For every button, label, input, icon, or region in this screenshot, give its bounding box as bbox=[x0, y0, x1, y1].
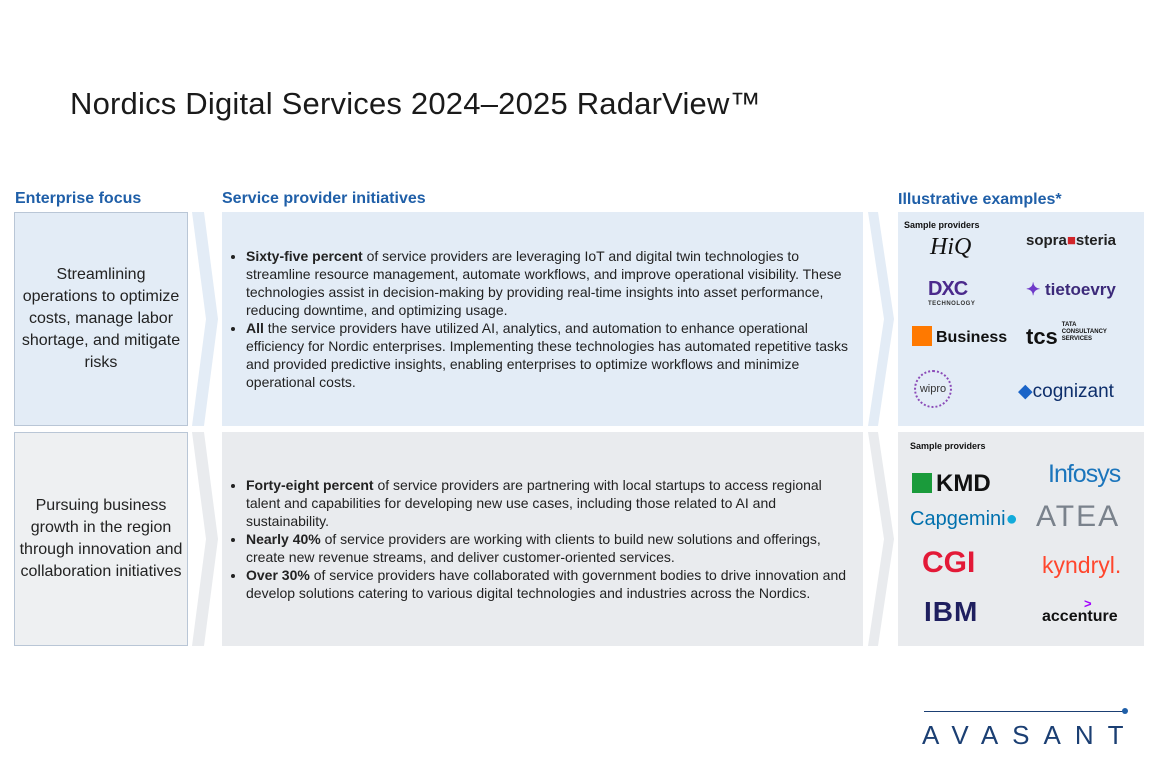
sample-providers-label: Sample providers bbox=[904, 220, 980, 230]
list-item: Over 30% of service providers have colla… bbox=[246, 566, 855, 602]
examples-box-2: Sample providers KMD Infosys Capgemini● … bbox=[898, 432, 1144, 646]
initiatives-box-2: Forty-eight percent of service providers… bbox=[222, 432, 863, 646]
chevron-arrow-icon bbox=[192, 432, 218, 646]
illustrative-examples-header: Illustrative examples* bbox=[898, 191, 1062, 208]
chevron-arrow-icon bbox=[192, 212, 218, 426]
wipro-logo: wipro bbox=[914, 370, 952, 408]
sopra-steria-logo: sopra■steria bbox=[1026, 232, 1116, 249]
orange-business-logo: Business bbox=[912, 326, 1007, 347]
footer-line bbox=[924, 711, 1124, 712]
ibm-logo: IBM bbox=[924, 596, 979, 627]
dxc-logo: DXC TECHNOLOGY bbox=[928, 278, 976, 307]
kyndryl-logo: kyndryl. bbox=[1042, 552, 1122, 578]
atea-logo: ATEA bbox=[1036, 500, 1121, 533]
tietoevry-logo: ✦ tietoevry bbox=[1026, 280, 1116, 299]
tcs-logo: tcs TATA CONSULTANCY SERVICES bbox=[1026, 322, 1107, 349]
initiatives-list: Forty-eight percent of service providers… bbox=[230, 476, 855, 602]
list-item: All the service providers have utilized … bbox=[246, 319, 855, 391]
capgemini-logo: Capgemini● bbox=[910, 508, 1018, 530]
initiatives-list: Sixty-five percent of service providers … bbox=[230, 247, 855, 391]
chevron-arrow-icon bbox=[868, 432, 894, 646]
initiatives-box-1: Sixty-five percent of service providers … bbox=[222, 212, 863, 426]
cognizant-logo: ◆cognizant bbox=[1018, 381, 1114, 402]
page-title: Nordics Digital Services 2024–2025 Radar… bbox=[70, 86, 761, 121]
infosys-logo: Infosys bbox=[1048, 460, 1121, 488]
examples-box-1: Sample providers HiQ sopra■steria DXC TEC… bbox=[898, 212, 1144, 426]
focus-text: Streamlining operations to optimize cost… bbox=[21, 266, 181, 371]
enterprise-focus-header: Enterprise focus bbox=[15, 190, 142, 207]
cgi-logo: CGI bbox=[922, 546, 976, 579]
list-item: Forty-eight percent of service providers… bbox=[246, 476, 855, 530]
service-provider-initiatives-header: Service provider initiatives bbox=[222, 190, 426, 207]
list-item: Nearly 40% of service providers are work… bbox=[246, 530, 855, 566]
accenture-logo: > accenture bbox=[1042, 596, 1118, 625]
list-item: Sixty-five percent of service providers … bbox=[246, 247, 855, 319]
focus-box-streamlining: Streamlining operations to optimize cost… bbox=[14, 212, 188, 426]
hiq-logo: HiQ bbox=[930, 234, 972, 260]
avasant-logo: AVASANT bbox=[922, 720, 1138, 750]
focus-box-growth: Pursuing business growth in the region t… bbox=[14, 432, 188, 646]
chevron-arrow-icon bbox=[868, 212, 894, 426]
footer-dot bbox=[1122, 708, 1128, 714]
focus-text: Pursuing business growth in the region t… bbox=[19, 497, 183, 580]
sample-providers-label: Sample providers bbox=[910, 441, 986, 451]
kmd-logo: KMD bbox=[912, 470, 991, 498]
